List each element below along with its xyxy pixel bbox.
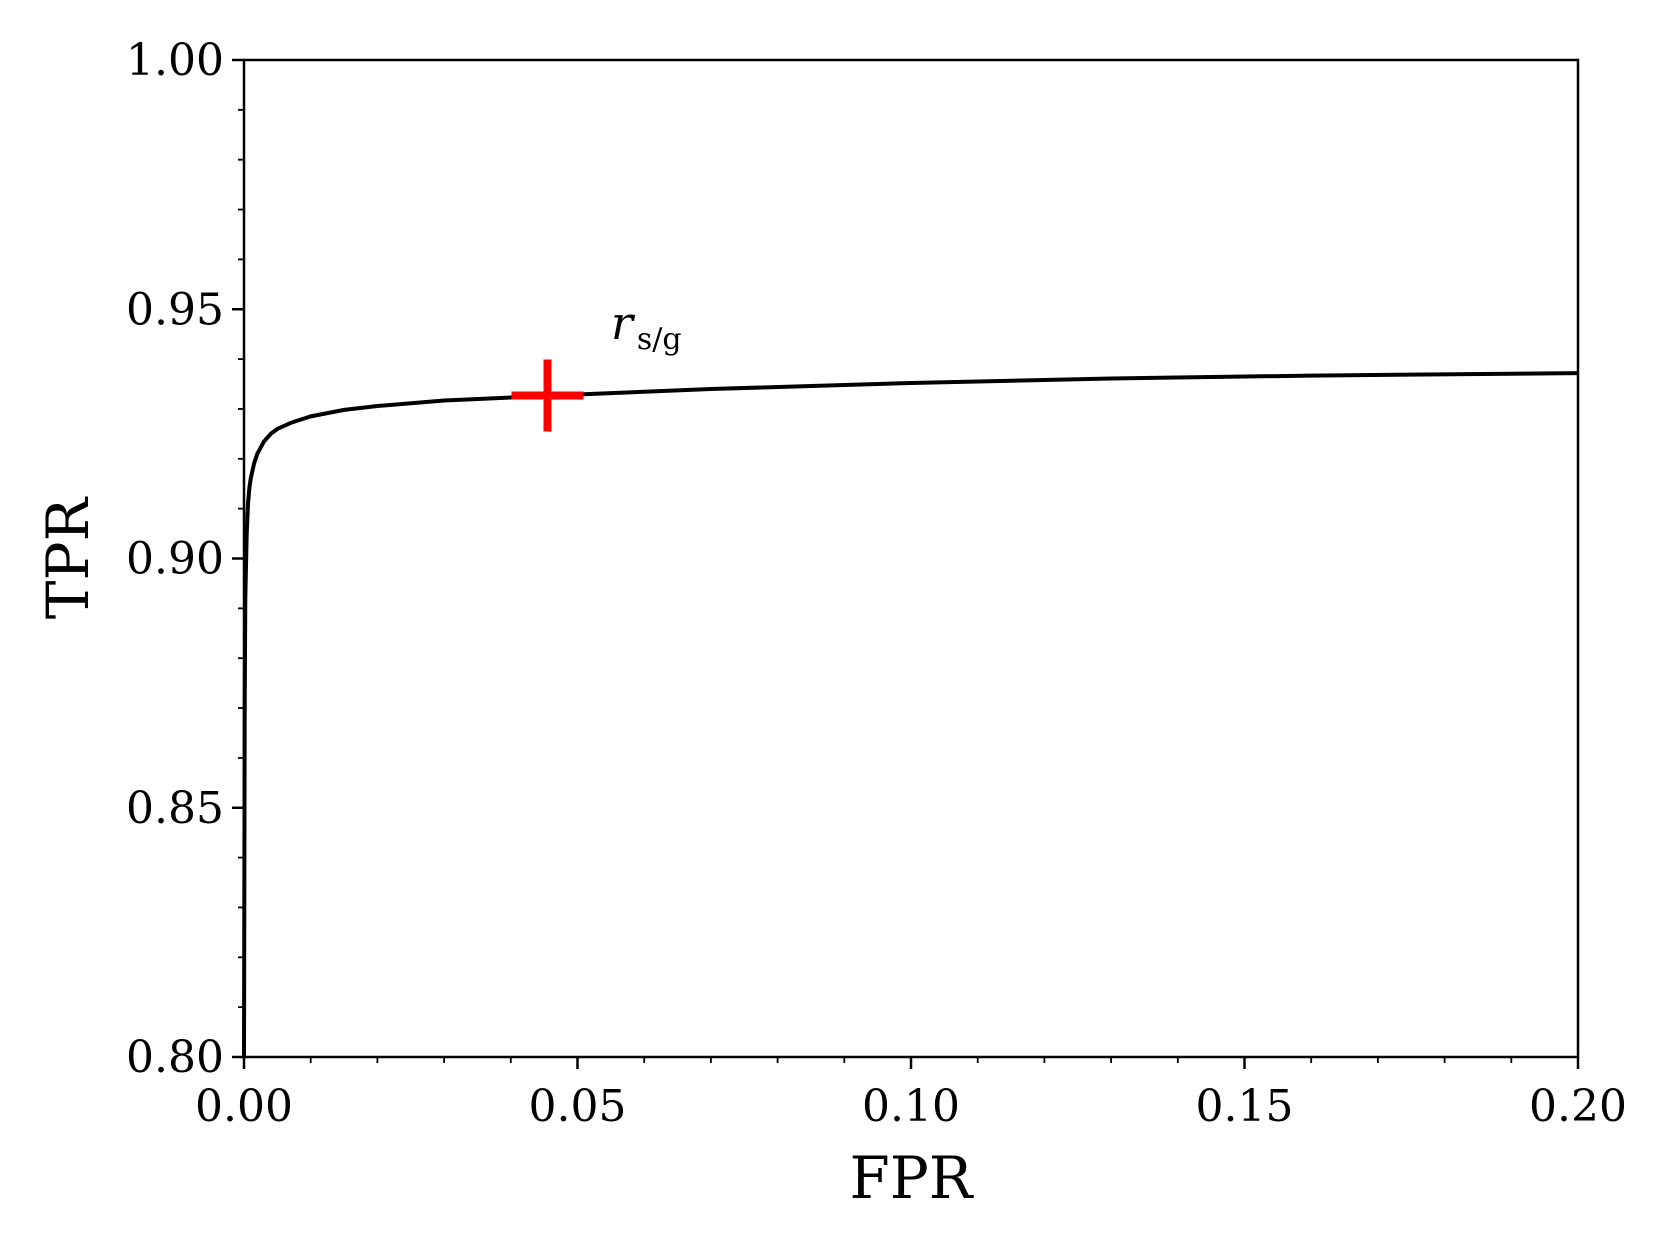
x-tick-labels: 0.00 0.05 0.10 0.15 0.20 (195, 1081, 1627, 1132)
y-tick-label: 0.95 (126, 284, 224, 335)
roc-curve-line (242, 371, 1579, 1058)
plot-frame (242, 58, 1580, 1059)
x-tick-label: 0.00 (195, 1081, 293, 1132)
x-tick-label: 0.20 (1529, 1081, 1627, 1132)
x-tick-label: 0.15 (1196, 1081, 1294, 1132)
y-tick-label: 1.00 (126, 35, 224, 86)
major-ticks (232, 58, 1580, 1069)
y-tick-label: 0.80 (126, 1032, 224, 1083)
operating-point-marker (511, 359, 584, 432)
y-tick-labels: 0.80 0.85 0.90 0.95 1.00 (126, 35, 224, 1083)
marker-annotation: r s/g (611, 296, 682, 357)
annotation-symbol: r (611, 296, 636, 350)
y-tick-label: 0.85 (126, 783, 224, 834)
x-tick-label: 0.10 (862, 1081, 960, 1132)
x-tick-label: 0.05 (529, 1081, 627, 1132)
minor-ticks (238, 108, 1513, 1063)
x-axis-label: FPR (850, 1144, 975, 1212)
annotation-subscript: s/g (637, 322, 682, 357)
y-tick-label: 0.90 (126, 534, 224, 585)
y-axis-label: TPR (34, 495, 102, 619)
